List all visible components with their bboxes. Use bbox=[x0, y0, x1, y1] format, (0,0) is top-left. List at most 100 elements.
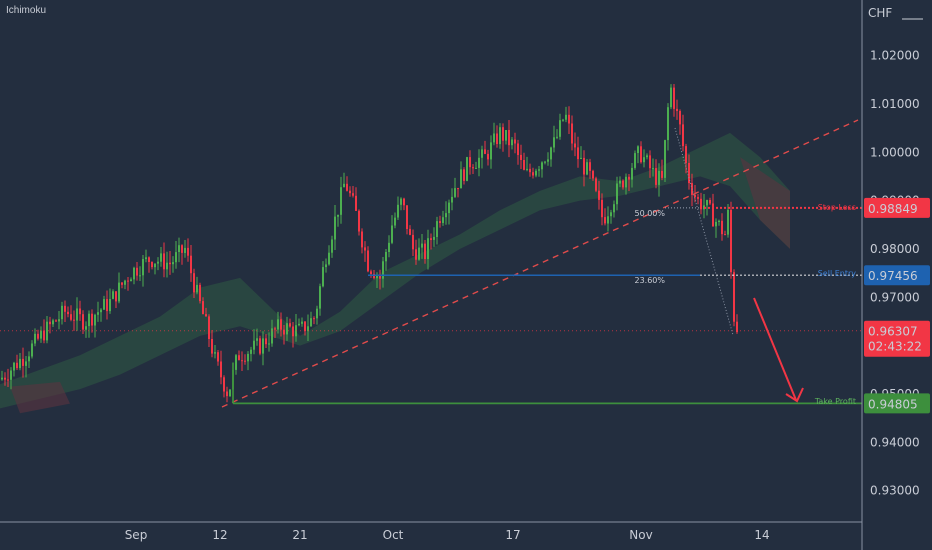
candle-body bbox=[670, 87, 672, 108]
candle-body bbox=[379, 276, 381, 279]
candle-body bbox=[280, 319, 282, 330]
candle-body bbox=[274, 328, 276, 330]
candle-body bbox=[64, 305, 66, 312]
x-tick-label: Oct bbox=[383, 528, 404, 542]
candle-body bbox=[724, 234, 726, 236]
candle-body bbox=[415, 249, 417, 260]
candle-body bbox=[196, 284, 198, 293]
candle-body bbox=[430, 238, 432, 240]
candle-body bbox=[463, 169, 465, 181]
candle-body bbox=[511, 139, 513, 146]
candle-body bbox=[49, 321, 51, 325]
x-tick-label: Nov bbox=[629, 528, 652, 542]
candle-body bbox=[529, 168, 531, 173]
candle-body bbox=[682, 124, 684, 147]
candle-body bbox=[472, 167, 474, 169]
candle-body bbox=[241, 360, 243, 362]
candle-body bbox=[10, 370, 12, 380]
candle-body bbox=[499, 127, 501, 145]
candle-body bbox=[649, 155, 651, 169]
candle-body bbox=[133, 267, 135, 280]
candle-body bbox=[361, 231, 363, 248]
candle-body bbox=[142, 259, 144, 276]
candle-body bbox=[73, 319, 75, 321]
y-tick-label: 1.00000 bbox=[870, 145, 920, 159]
candle-body bbox=[574, 143, 576, 148]
candle-body bbox=[604, 217, 606, 224]
candle-body bbox=[55, 320, 57, 322]
candle-body bbox=[346, 183, 348, 191]
fib-236-label: 23.60% bbox=[634, 276, 665, 285]
candle-body bbox=[259, 338, 261, 354]
candle-body bbox=[301, 321, 303, 324]
candle-body bbox=[334, 216, 336, 240]
candle-body bbox=[595, 178, 597, 191]
candle-body bbox=[121, 282, 123, 285]
candle-body bbox=[403, 198, 405, 206]
candle-body bbox=[220, 361, 222, 378]
candle-body bbox=[568, 114, 570, 124]
trade-levels bbox=[0, 119, 862, 408]
candle-body bbox=[709, 200, 711, 204]
candle-body bbox=[40, 330, 42, 339]
y-tick-label: 0.97000 bbox=[870, 290, 920, 304]
candle-body bbox=[613, 204, 615, 213]
candle-body bbox=[247, 353, 249, 362]
indicator-label[interactable]: Ichimoku bbox=[6, 5, 47, 16]
candle-body bbox=[706, 200, 708, 206]
candle-body bbox=[169, 262, 171, 265]
candle-body bbox=[367, 250, 369, 272]
candle-body bbox=[637, 146, 639, 153]
candle-body bbox=[283, 329, 285, 335]
candle-body bbox=[541, 162, 543, 170]
candle-body bbox=[292, 326, 294, 337]
candle-body bbox=[679, 111, 681, 125]
candle-body bbox=[583, 157, 585, 175]
candle-body bbox=[178, 245, 180, 252]
candle-body bbox=[673, 87, 675, 109]
candle-body bbox=[154, 263, 156, 268]
candle-body bbox=[349, 190, 351, 194]
candle-body bbox=[319, 286, 321, 309]
candle-body bbox=[667, 107, 669, 141]
candle-body bbox=[664, 140, 666, 178]
candle-body bbox=[157, 261, 159, 264]
candle-body bbox=[148, 257, 150, 262]
candle-body bbox=[52, 320, 54, 325]
candle-body bbox=[139, 275, 141, 277]
candle-body bbox=[376, 276, 378, 279]
candle-body bbox=[586, 162, 588, 175]
candle-body bbox=[307, 326, 309, 332]
candle-body bbox=[406, 205, 408, 229]
candle-body bbox=[58, 319, 60, 322]
candle-body bbox=[520, 154, 522, 160]
candle-body bbox=[412, 234, 414, 250]
candle-body bbox=[652, 168, 654, 170]
candle-body bbox=[400, 198, 402, 205]
candle-body bbox=[685, 146, 687, 163]
candle-body bbox=[37, 333, 39, 339]
candle-body bbox=[712, 203, 714, 227]
candle-body bbox=[478, 157, 480, 168]
candle-body bbox=[730, 209, 732, 273]
candle-body bbox=[553, 137, 555, 148]
candle-body bbox=[625, 176, 627, 188]
candle-body bbox=[1, 377, 3, 380]
candle-body bbox=[106, 299, 108, 312]
candle-body bbox=[598, 190, 600, 200]
candle-body bbox=[217, 352, 219, 362]
candle-body bbox=[736, 321, 738, 333]
candle-body bbox=[547, 159, 549, 162]
candle-body bbox=[226, 391, 228, 397]
candle-body bbox=[370, 271, 372, 274]
candle-body bbox=[700, 198, 702, 210]
candle-body bbox=[337, 214, 339, 217]
candle-body bbox=[352, 193, 354, 196]
candle-body bbox=[172, 262, 174, 265]
candle-body bbox=[697, 197, 699, 199]
candle-body bbox=[442, 217, 444, 223]
candle-body bbox=[550, 147, 552, 160]
candle-body bbox=[4, 377, 6, 380]
